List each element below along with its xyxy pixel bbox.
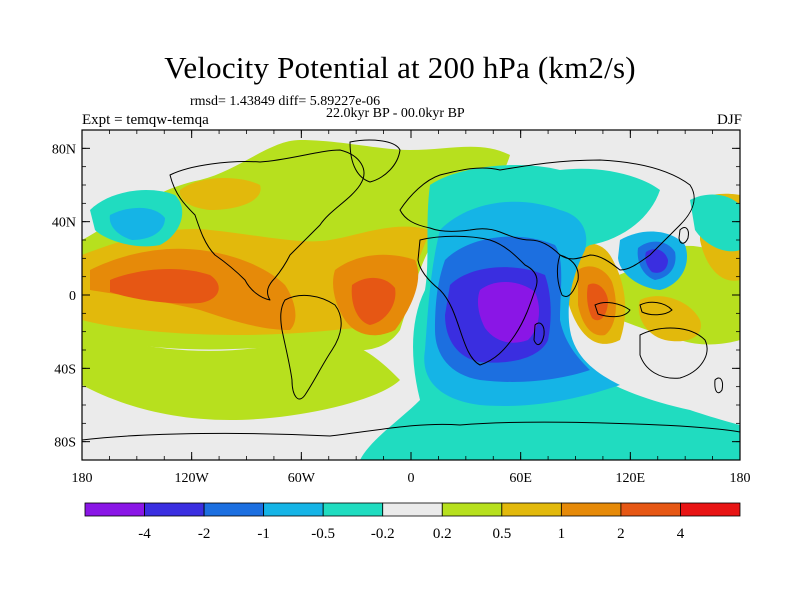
lon-tick-label: 180 bbox=[730, 471, 751, 486]
contour-purple-core bbox=[477, 281, 540, 343]
lat-tick-label: 80S bbox=[54, 436, 76, 451]
contour-red-indonesia bbox=[587, 283, 608, 321]
figure-title: Velocity Potential at 200 hPa (km2/s) bbox=[164, 50, 636, 85]
lat-tick-label: 40N bbox=[52, 216, 76, 231]
colorbar-swatch bbox=[382, 502, 443, 517]
coastline-south-america bbox=[280, 294, 342, 400]
coastline-north-america bbox=[169, 149, 365, 301]
contour-fill bbox=[82, 130, 740, 460]
colorbar-swatch bbox=[322, 502, 384, 517]
lon-tick-label: 60E bbox=[509, 471, 532, 486]
contour-red-pacific bbox=[110, 268, 219, 304]
lat-tick-label: 0 bbox=[69, 289, 76, 304]
longitude-axis: 180 120W 60W 0 60E 120E 180 bbox=[72, 130, 751, 486]
coastline-eurasia bbox=[399, 159, 695, 271]
lat-tick-label: 40S bbox=[54, 362, 76, 377]
colorbar-swatch bbox=[560, 502, 622, 517]
colorbar-label: -1 bbox=[257, 526, 270, 542]
colorbar-swatch bbox=[441, 502, 503, 517]
lon-tick-label: 120W bbox=[175, 471, 210, 486]
colorbar-label: -0.2 bbox=[371, 526, 395, 542]
colorbar-swatch bbox=[203, 502, 265, 517]
colorbar-label: 0.5 bbox=[492, 526, 511, 542]
experiment-label: Expt = temqw-temqa bbox=[82, 112, 209, 128]
lon-tick-label: 60W bbox=[288, 471, 316, 486]
contour-green-south bbox=[82, 330, 400, 420]
colorbar-label: 2 bbox=[617, 526, 625, 542]
contour-cyan-north-pacific bbox=[109, 207, 165, 240]
colorbar-swatch bbox=[501, 502, 562, 517]
colorbar-label: 4 bbox=[677, 526, 685, 542]
period-line: 22.0kyr BP - 00.0kyr BP bbox=[326, 106, 465, 121]
coastline-greenland bbox=[349, 139, 401, 183]
colorbar-label: 1 bbox=[558, 526, 566, 542]
contour-dark-blue-east-asia bbox=[645, 249, 668, 273]
coastline-new-zealand bbox=[714, 377, 723, 394]
latitude-axis: 80N 40N 0 40S 80S bbox=[52, 129, 740, 461]
lat-tick-label: 80N bbox=[52, 142, 76, 157]
colorbar-label: -2 bbox=[198, 526, 211, 542]
coastlines bbox=[82, 139, 740, 441]
colorbar-labels: -4 -2 -1 -0.5 -0.2 0.2 0.5 1 2 4 bbox=[138, 526, 684, 542]
colorbar-swatch bbox=[620, 502, 681, 517]
season-label: DJF bbox=[716, 112, 742, 128]
colorbar-label: -4 bbox=[138, 526, 151, 542]
lon-tick-label: 120E bbox=[616, 471, 646, 486]
stats-line: rmsd= 1.43849 diff= 5.89227e-06 bbox=[190, 94, 381, 109]
colorbar bbox=[84, 502, 741, 517]
coastline-madagascar bbox=[533, 322, 545, 346]
coastline-antarctica bbox=[82, 421, 740, 441]
colorbar-label: 0.2 bbox=[433, 526, 452, 542]
coastline-india bbox=[556, 254, 579, 297]
coastline-africa bbox=[417, 235, 538, 366]
coastline-japan bbox=[678, 227, 689, 244]
lon-tick-label: 0 bbox=[408, 471, 415, 486]
colorbar-swatch bbox=[84, 502, 145, 517]
coastline-australia bbox=[639, 327, 708, 379]
colorbar-label: -0.5 bbox=[311, 526, 335, 542]
colorbar-swatch bbox=[144, 502, 205, 517]
contour-yellow-north bbox=[179, 178, 261, 210]
contour-teal-pacific bbox=[690, 194, 740, 252]
contour-red-atlantic bbox=[351, 277, 396, 325]
lon-tick-label: 180 bbox=[72, 471, 93, 486]
coastline-indonesia bbox=[594, 301, 673, 318]
colorbar-swatch bbox=[263, 502, 324, 517]
colorbar-swatch bbox=[680, 502, 741, 517]
